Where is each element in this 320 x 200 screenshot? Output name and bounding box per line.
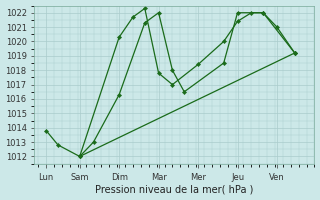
X-axis label: Pression niveau de la mer( hPa ): Pression niveau de la mer( hPa ) bbox=[95, 184, 253, 194]
